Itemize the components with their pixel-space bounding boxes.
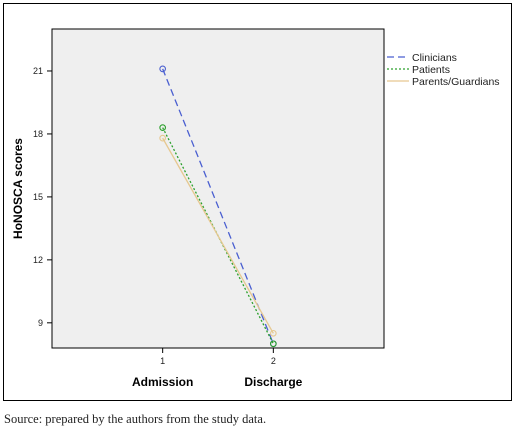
data-point [159,124,167,131]
y-tick-label: 12 [33,255,43,265]
data-point [159,65,167,73]
series-layer [159,65,277,348]
x-tick-label: 2 [271,356,276,366]
x-category-label: Discharge [244,375,302,389]
legend-label: Clinicians [412,52,457,64]
legend-label: Patients [412,64,450,76]
series-parents-guardians [159,134,277,337]
y-axis-title: HoNOSCA scores [11,138,25,239]
y-tick-label: 15 [33,192,43,202]
chart: 9 12 15 18 21 1 Admission 2 Discharge Clinician… [11,28,500,389]
y-axis: 9 12 15 18 21 [33,66,52,328]
plot-area [51,28,385,349]
y-tick-label: 9 [38,318,43,328]
data-point [159,134,167,142]
x-axis: 1 Admission 2 Discharge [132,348,303,389]
source-note: Source: prepared by the authors from the… [4,412,267,426]
y-tick-label: 18 [33,129,43,139]
y-tick-label: 21 [33,66,43,76]
series-line [162,137,274,334]
chart-frame: 9 12 15 18 21 1 Admission 2 Discharge Clinician… [3,3,512,401]
series-line [162,68,274,345]
legend-label: Parents/Guardians [412,76,500,88]
data-point [269,340,277,348]
x-tick-label: 1 [160,356,165,366]
data-point [269,329,277,337]
x-category-label: Admission [132,375,193,389]
